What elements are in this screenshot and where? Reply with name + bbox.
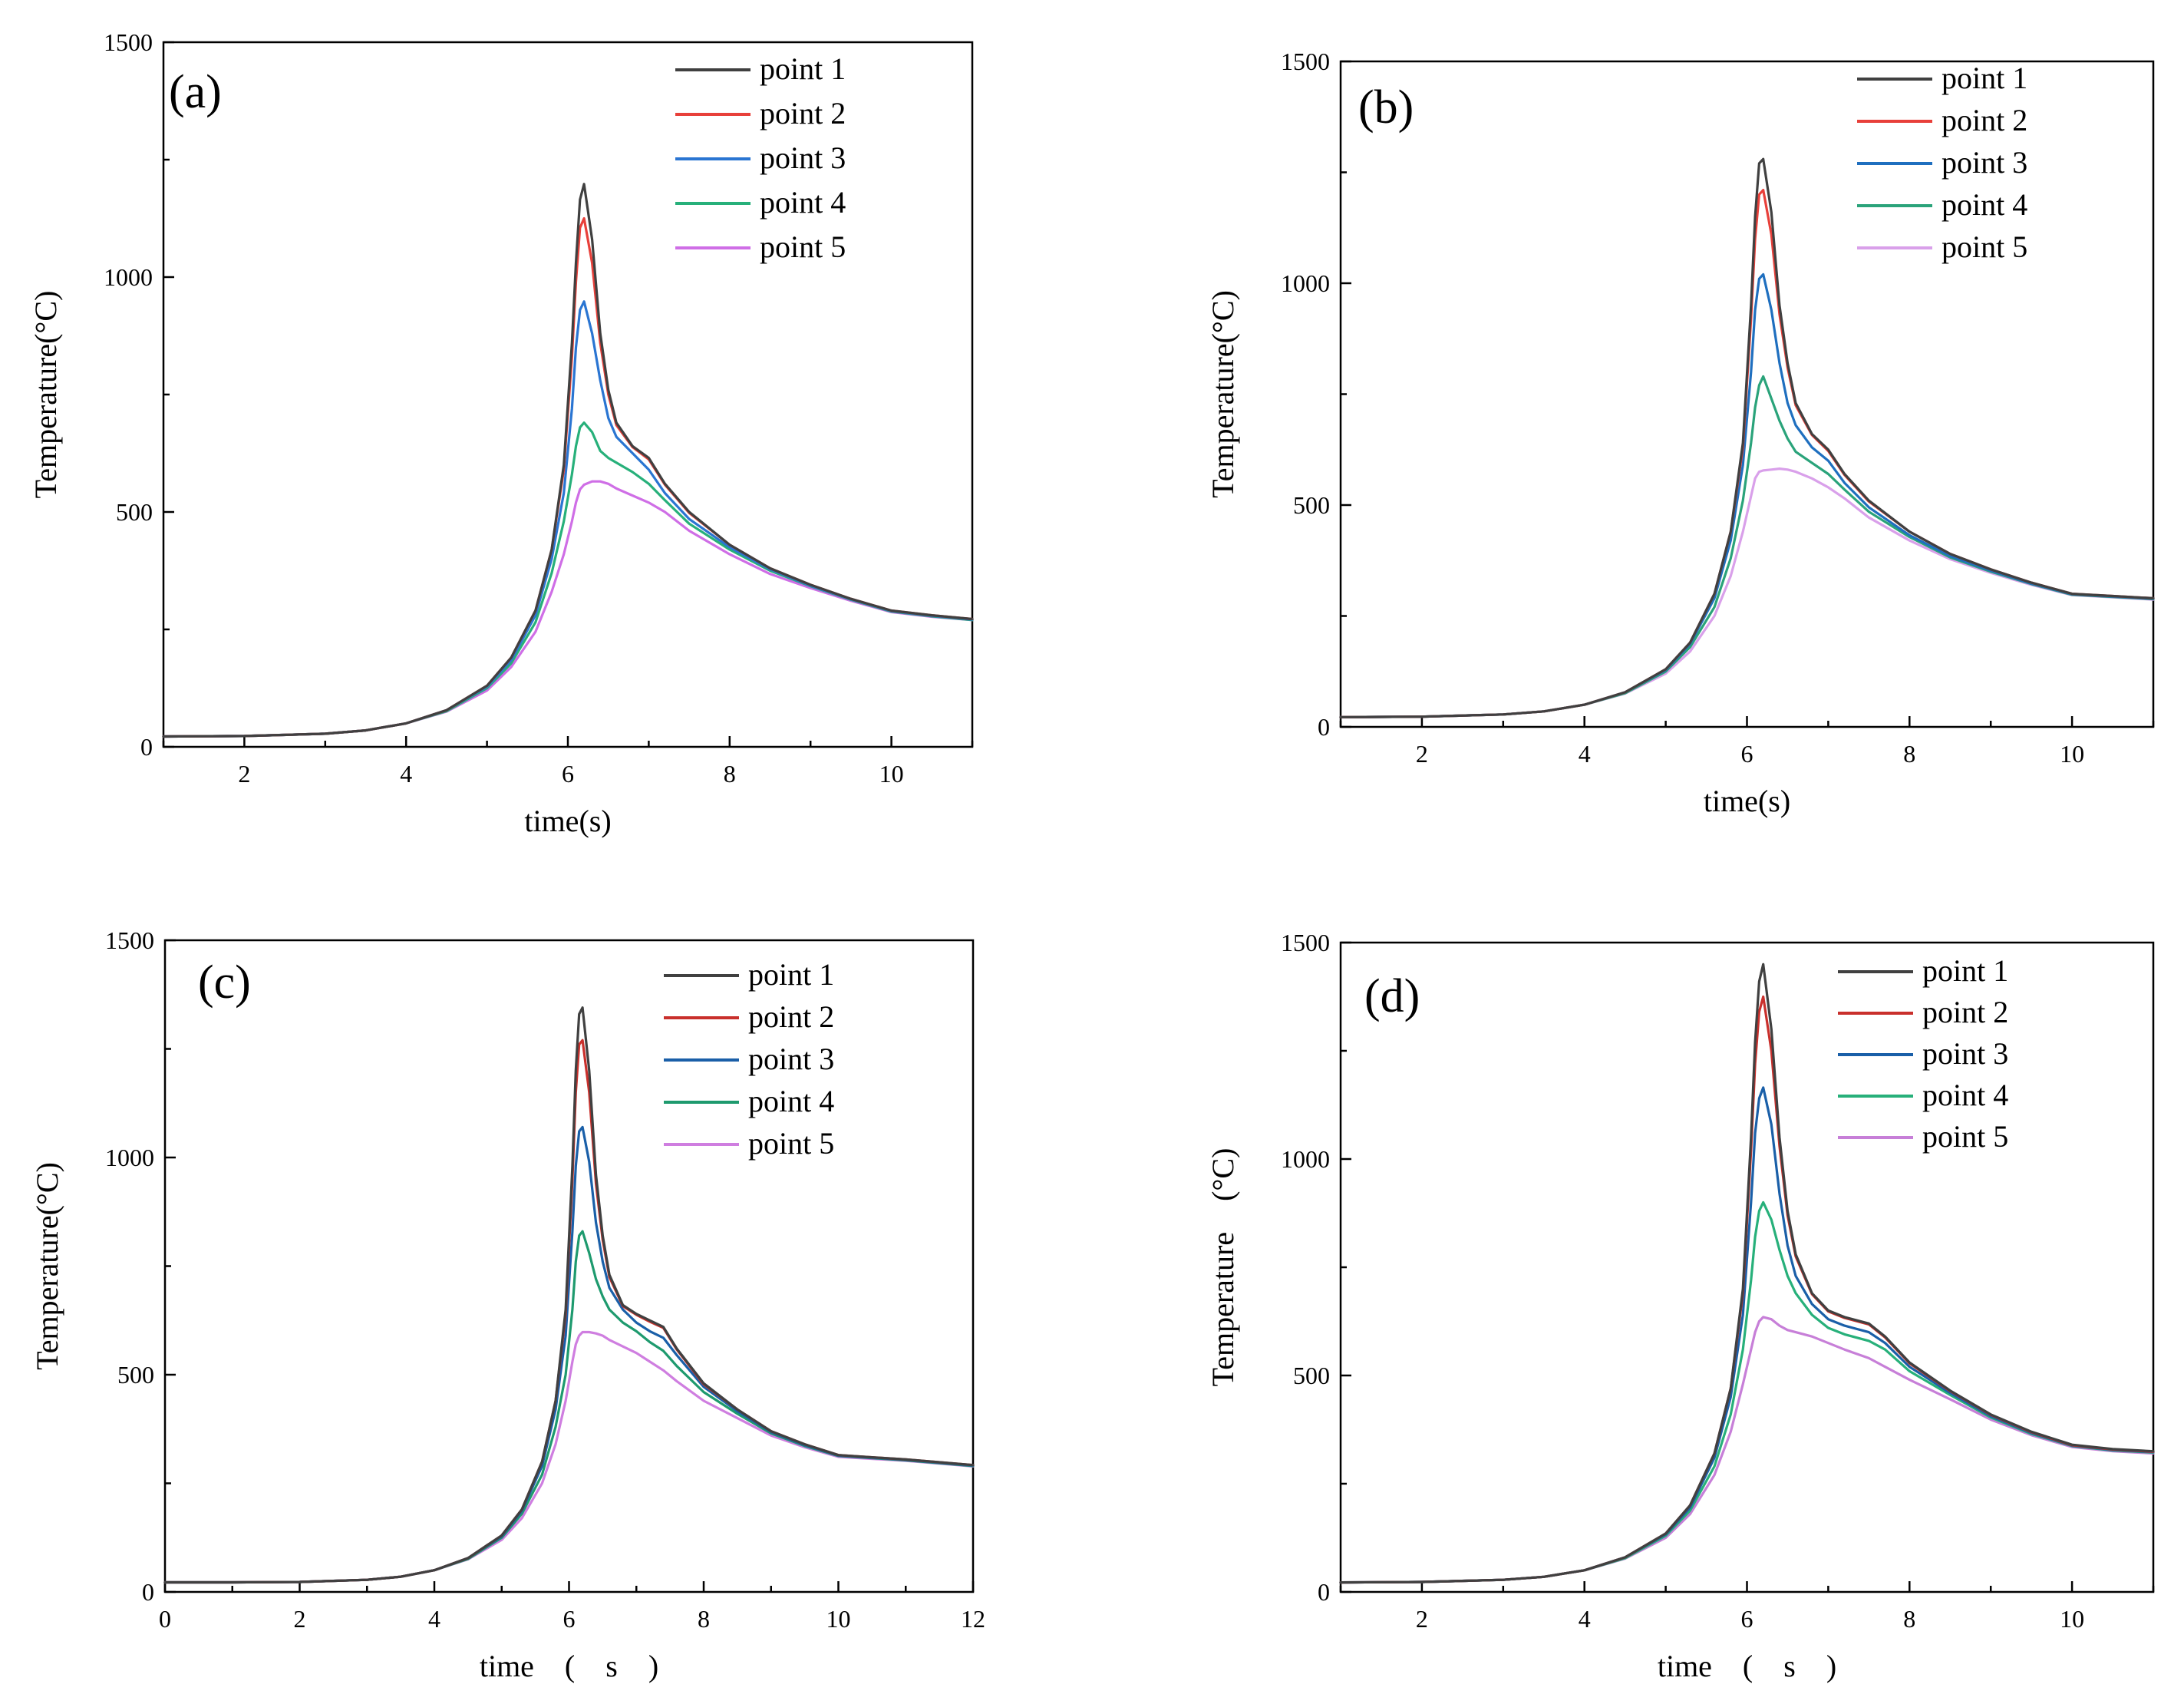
legend-label-point-5: point 5 bbox=[748, 1126, 834, 1161]
y-tick-label: 1000 bbox=[1281, 1145, 1330, 1173]
legend-label-point-4: point 4 bbox=[1922, 1078, 2008, 1112]
y-tick-label: 0 bbox=[1318, 1578, 1330, 1606]
x-tick-label: 8 bbox=[1903, 1605, 1915, 1633]
legend-label-point-3: point 3 bbox=[1922, 1036, 2008, 1071]
series-line-point-1 bbox=[1339, 157, 2155, 718]
y-tick-label: 500 bbox=[116, 498, 153, 526]
legend-label-point-2: point 2 bbox=[748, 999, 834, 1034]
panel-letter: (a) bbox=[169, 66, 222, 118]
legend-label-point-5: point 5 bbox=[760, 230, 846, 264]
panel-d: 2 4 6 8 10 0 500 1000 1500 time ( s ) Temperature … bbox=[1206, 929, 2155, 1683]
y-axis-title: Temperature(°C) bbox=[1206, 290, 1240, 498]
y-axis-title: Temperature (°C) bbox=[1206, 1148, 1240, 1387]
x-tick-label: 10 bbox=[826, 1605, 851, 1633]
series-line-point-3 bbox=[1339, 272, 2155, 718]
legend-label-point-5: point 5 bbox=[1942, 230, 2027, 264]
series-line-point-3 bbox=[163, 1125, 975, 1584]
legend-label-point-3: point 3 bbox=[748, 1042, 834, 1076]
x-tick-label: 4 bbox=[1579, 740, 1591, 768]
y-tick-label: 1000 bbox=[1281, 269, 1330, 297]
x-tick-label: 6 bbox=[563, 1605, 576, 1633]
y-tick-label: 1500 bbox=[104, 28, 153, 56]
x-tick-label: 4 bbox=[1579, 1605, 1591, 1633]
series-line-point-3 bbox=[1339, 1086, 2155, 1584]
panel-letter: (b) bbox=[1358, 81, 1414, 134]
x-tick-label: 2 bbox=[294, 1605, 306, 1633]
series-line-point-3 bbox=[162, 300, 974, 738]
series-line-point-1 bbox=[163, 1006, 975, 1584]
legend-label-point-1: point 1 bbox=[760, 51, 846, 86]
panel-letter: (c) bbox=[198, 956, 251, 1009]
x-tick-label: 4 bbox=[428, 1605, 440, 1633]
legend-label-point-3: point 3 bbox=[760, 140, 846, 175]
x-tick-label: 4 bbox=[400, 760, 412, 788]
y-tick-label: 500 bbox=[1293, 1362, 1330, 1389]
y-tick-label: 500 bbox=[1293, 491, 1330, 519]
series-line-point-2 bbox=[1339, 189, 2155, 718]
y-tick-label: 500 bbox=[117, 1361, 154, 1389]
panel-b: 2 4 6 8 10 0 500 1000 1500 time(s) Temperature(°C)… bbox=[1206, 48, 2155, 818]
x-tick-label: 8 bbox=[698, 1605, 710, 1633]
y-tick-label: 1000 bbox=[104, 263, 153, 291]
series-line-point-1 bbox=[1339, 963, 2155, 1584]
x-tick-label: 10 bbox=[2060, 740, 2084, 768]
x-tick-label: 6 bbox=[1741, 1605, 1753, 1633]
legend-label-point-2: point 2 bbox=[1922, 995, 2008, 1029]
x-tick-label: 6 bbox=[1741, 740, 1753, 768]
legend-label-point-4: point 4 bbox=[760, 185, 846, 220]
legend-label-point-1: point 1 bbox=[748, 957, 834, 992]
series-line-point-2 bbox=[1339, 995, 2155, 1584]
x-tick-label: 12 bbox=[961, 1605, 985, 1633]
panel-c: 0 2 4 6 8 10 12 0 500 1000 1500 time ( s ) Temperatu… bbox=[30, 926, 985, 1683]
series-line-point-1 bbox=[162, 183, 974, 738]
legend-label-point-1: point 1 bbox=[1922, 953, 2008, 988]
legend-label-point-5: point 5 bbox=[1922, 1119, 2008, 1154]
x-tick-label: 0 bbox=[159, 1605, 171, 1633]
x-tick-label: 2 bbox=[1416, 740, 1428, 768]
series-line-point-5 bbox=[1339, 1316, 2155, 1584]
panel-a: 2 4 6 8 10 0 500 1000 1500 time(s) Temperature(°C)… bbox=[28, 28, 974, 838]
x-axis-title: time(s) bbox=[524, 804, 611, 838]
x-tick-label: 2 bbox=[1416, 1605, 1428, 1633]
y-tick-label: 1500 bbox=[1281, 48, 1330, 75]
legend-label-point-2: point 2 bbox=[1942, 103, 2027, 137]
y-tick-label: 1500 bbox=[1281, 929, 1330, 956]
series-line-point-2 bbox=[162, 216, 974, 738]
x-tick-label: 10 bbox=[2060, 1605, 2084, 1633]
x-axis-title: time ( s ) bbox=[1658, 1649, 1836, 1683]
legend-label-point-2: point 2 bbox=[760, 96, 846, 130]
series-line-point-5 bbox=[162, 480, 974, 738]
panel-letter: (d) bbox=[1364, 970, 1420, 1022]
series-line-point-4 bbox=[162, 421, 974, 738]
x-tick-label: 8 bbox=[1903, 740, 1915, 768]
legend-label-point-4: point 4 bbox=[748, 1084, 834, 1118]
x-axis-title: time(s) bbox=[1704, 784, 1790, 818]
series-line-point-5 bbox=[1339, 467, 2155, 718]
x-axis-title: time ( s ) bbox=[480, 1649, 658, 1683]
y-axis-title: Temperature(°C) bbox=[30, 1162, 64, 1370]
y-tick-label: 1500 bbox=[105, 926, 154, 954]
y-axis-title: Temperature(°C) bbox=[28, 291, 63, 499]
y-tick-label: 0 bbox=[142, 1578, 154, 1606]
y-tick-label: 1000 bbox=[105, 1144, 154, 1171]
x-tick-label: 8 bbox=[724, 760, 736, 788]
legend-label-point-1: point 1 bbox=[1942, 61, 2027, 95]
legend-label-point-4: point 4 bbox=[1942, 187, 2027, 222]
x-tick-label: 6 bbox=[562, 760, 574, 788]
legend-label-point-3: point 3 bbox=[1942, 145, 2027, 180]
x-tick-label: 10 bbox=[879, 760, 904, 788]
x-tick-label: 2 bbox=[238, 760, 250, 788]
series-line-point-2 bbox=[163, 1039, 975, 1584]
y-tick-label: 0 bbox=[140, 733, 153, 761]
y-tick-label: 0 bbox=[1318, 713, 1330, 741]
